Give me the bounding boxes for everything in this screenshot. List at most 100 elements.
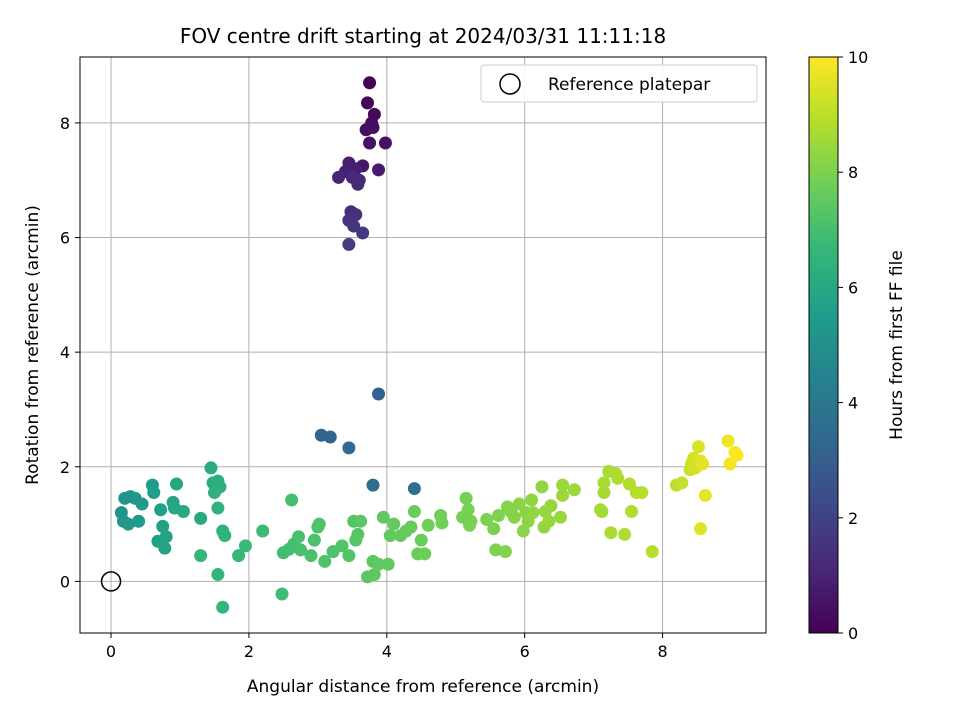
data-point xyxy=(625,504,639,518)
data-point xyxy=(347,219,361,233)
colorbar-label: Hours from first FF file xyxy=(887,250,907,440)
legend-label: Reference platepar xyxy=(548,75,710,95)
data-point xyxy=(597,476,611,490)
colorbar-tick-label: 6 xyxy=(848,278,858,297)
data-point xyxy=(363,76,377,90)
data-point xyxy=(526,506,540,520)
data-point xyxy=(342,549,356,563)
data-point xyxy=(367,568,381,582)
data-point xyxy=(696,457,710,471)
y-tick-label: 0 xyxy=(60,572,70,591)
data-point xyxy=(121,517,135,531)
data-point xyxy=(407,482,421,496)
grid xyxy=(80,57,766,633)
data-point xyxy=(635,486,649,500)
data-point xyxy=(498,545,512,559)
y-axis-label: Rotation from reference (arcmin) xyxy=(23,205,43,485)
data-point xyxy=(435,516,449,530)
data-point xyxy=(170,477,184,491)
data-point xyxy=(542,514,556,528)
colorbar: 0 2 4 6 8 10 Hours from first FF file xyxy=(808,48,907,643)
data-point xyxy=(147,486,161,500)
x-axis-ticks: 0 2 4 6 8 xyxy=(106,633,668,661)
data-point xyxy=(372,387,386,401)
data-point xyxy=(238,539,252,553)
data-point xyxy=(487,522,501,536)
colorbar-tick-label: 2 xyxy=(848,509,858,528)
data-point xyxy=(356,226,370,240)
data-point xyxy=(404,520,418,534)
y-tick-label: 4 xyxy=(60,343,70,362)
data-point xyxy=(372,557,386,571)
data-point xyxy=(354,514,368,528)
data-point xyxy=(544,499,558,513)
data-point xyxy=(463,518,477,532)
data-point xyxy=(459,491,473,505)
data-point xyxy=(525,493,539,507)
data-point xyxy=(256,524,270,538)
colorbar-tick-label: 0 xyxy=(848,624,858,643)
colorbar-tick-label: 10 xyxy=(848,48,868,67)
data-point xyxy=(535,480,549,494)
data-point xyxy=(418,547,432,561)
y-tick-label: 6 xyxy=(60,229,70,248)
y-tick-label: 8 xyxy=(60,114,70,133)
reference-point-marker xyxy=(100,571,122,592)
data-point xyxy=(194,511,208,525)
data-point xyxy=(294,543,308,557)
plot-background xyxy=(80,57,766,633)
x-tick-label: 4 xyxy=(382,642,392,661)
data-point xyxy=(567,483,581,497)
data-point xyxy=(285,493,299,507)
data-points xyxy=(114,76,744,614)
data-point xyxy=(307,533,321,547)
chart-title: FOV centre drift starting at 2024/03/31 … xyxy=(180,24,666,48)
data-point xyxy=(363,136,377,150)
data-point xyxy=(618,527,632,541)
data-point xyxy=(342,237,356,251)
data-point xyxy=(491,509,505,523)
data-point xyxy=(691,440,705,454)
data-point xyxy=(372,163,386,177)
data-point xyxy=(595,504,609,518)
x-tick-label: 8 xyxy=(657,642,667,661)
data-point xyxy=(335,539,349,553)
data-point xyxy=(366,478,380,492)
data-point xyxy=(378,136,392,150)
colorbar-ticks: 0 2 4 6 8 10 xyxy=(838,48,868,643)
y-axis-ticks: 0 2 4 6 8 xyxy=(60,114,80,591)
data-point xyxy=(366,120,380,134)
data-point xyxy=(275,587,289,601)
data-point xyxy=(351,177,365,191)
data-point xyxy=(194,549,208,563)
data-point xyxy=(211,501,225,515)
legend-box xyxy=(480,64,758,103)
data-point xyxy=(318,554,332,568)
data-point xyxy=(694,522,708,536)
data-point xyxy=(597,486,611,500)
x-axis-label: Angular distance from reference (arcmin) xyxy=(247,677,599,697)
data-point xyxy=(156,519,170,533)
data-point xyxy=(556,478,570,492)
data-point xyxy=(376,510,390,524)
data-point xyxy=(204,461,218,475)
data-point xyxy=(381,557,395,571)
data-point xyxy=(135,497,149,511)
colorbar-tick-label: 8 xyxy=(848,163,858,182)
data-point xyxy=(304,549,318,563)
data-point xyxy=(489,543,503,557)
data-point xyxy=(216,600,230,614)
data-point xyxy=(154,503,168,517)
data-point xyxy=(611,471,625,485)
data-point xyxy=(132,514,146,528)
data-point xyxy=(232,549,246,563)
data-point xyxy=(332,170,346,184)
legend: Reference platepar xyxy=(480,64,758,103)
data-point xyxy=(604,526,618,540)
reference-marker xyxy=(100,571,122,592)
data-point xyxy=(360,96,374,110)
data-point xyxy=(211,568,225,582)
data-point xyxy=(480,513,494,527)
data-point xyxy=(675,476,689,490)
